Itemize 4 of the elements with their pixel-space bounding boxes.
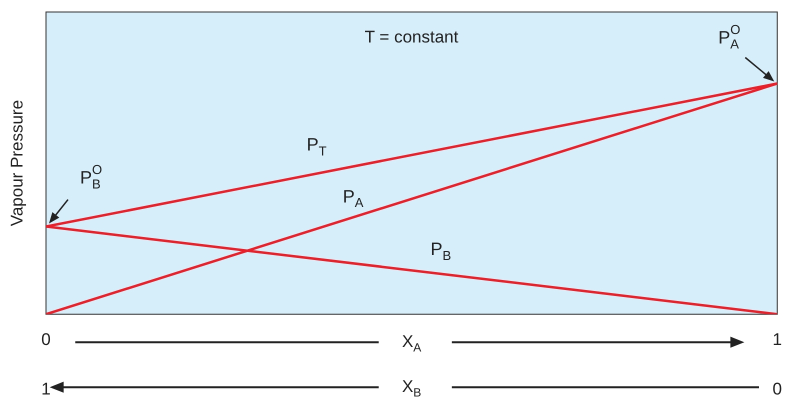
x2-tick-label: 1 [41, 379, 51, 398]
text: T = constant [364, 28, 459, 47]
x2-tick-label: 0 [772, 379, 782, 398]
y-axis-title: Vapour Pressure [8, 100, 27, 226]
